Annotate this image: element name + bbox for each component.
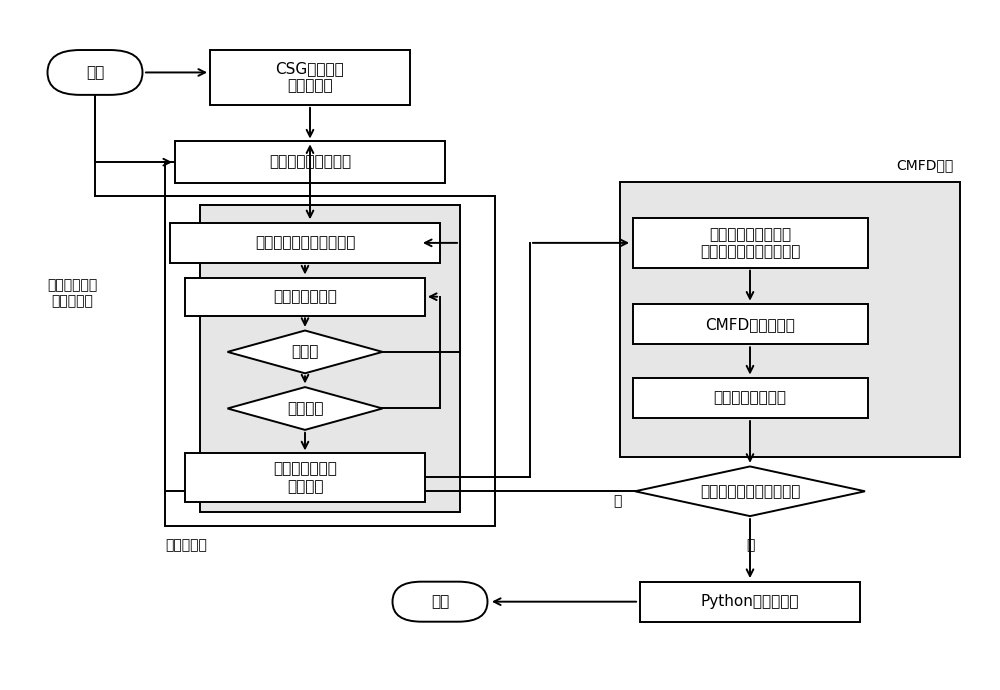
Text: CSG几何模块
产生特征线: CSG几何模块 产生特征线: [276, 61, 344, 93]
Polygon shape: [227, 387, 382, 430]
Bar: [200, 205, 460, 512]
Text: 轴向流、径向流
径向通量: 轴向流、径向流 径向通量: [273, 462, 337, 493]
Text: 特征值迭代: 特征值迭代: [165, 538, 207, 552]
Bar: [620, 182, 960, 457]
Text: 结束: 结束: [431, 594, 449, 609]
Text: 二维特征线计算: 二维特征线计算: [273, 289, 337, 304]
Polygon shape: [635, 466, 865, 516]
FancyBboxPatch shape: [185, 453, 425, 502]
Text: CMFD特征值迭代: CMFD特征值迭代: [705, 317, 795, 332]
Bar: [165, 196, 495, 526]
FancyBboxPatch shape: [633, 304, 868, 344]
Text: 计算三维平均通量、
流耦合因子、均匀化截面: 计算三维平均通量、 流耦合因子、均匀化截面: [700, 227, 800, 259]
Text: 计算裂变源、散射源: 计算裂变源、散射源: [269, 155, 351, 170]
Text: 更新通量、特征值: 更新通量、特征值: [714, 391, 786, 406]
Text: 是: 是: [746, 538, 754, 552]
Text: 否: 否: [613, 495, 621, 509]
FancyBboxPatch shape: [392, 582, 488, 622]
FancyBboxPatch shape: [170, 223, 440, 263]
FancyBboxPatch shape: [633, 378, 868, 418]
FancyBboxPatch shape: [185, 278, 425, 316]
Text: CMFD加速: CMFD加速: [896, 159, 954, 172]
FancyBboxPatch shape: [210, 50, 410, 105]
Text: 计算边界角通量相关源项: 计算边界角通量相关源项: [255, 235, 355, 250]
FancyBboxPatch shape: [175, 141, 445, 183]
Text: 极角循环: 极角循环: [287, 401, 323, 416]
FancyBboxPatch shape: [48, 50, 143, 95]
Text: 层循环: 层循环: [291, 344, 319, 359]
Text: Python可视化输出: Python可视化输出: [701, 594, 799, 609]
Text: 判断特征值、裂变率收敛: 判断特征值、裂变率收敛: [700, 484, 800, 499]
Text: 开始: 开始: [86, 65, 104, 80]
FancyBboxPatch shape: [640, 582, 860, 622]
Text: 轴向通量展开
准三维方法: 轴向通量展开 准三维方法: [47, 278, 97, 308]
Polygon shape: [227, 331, 382, 373]
FancyBboxPatch shape: [633, 218, 868, 268]
